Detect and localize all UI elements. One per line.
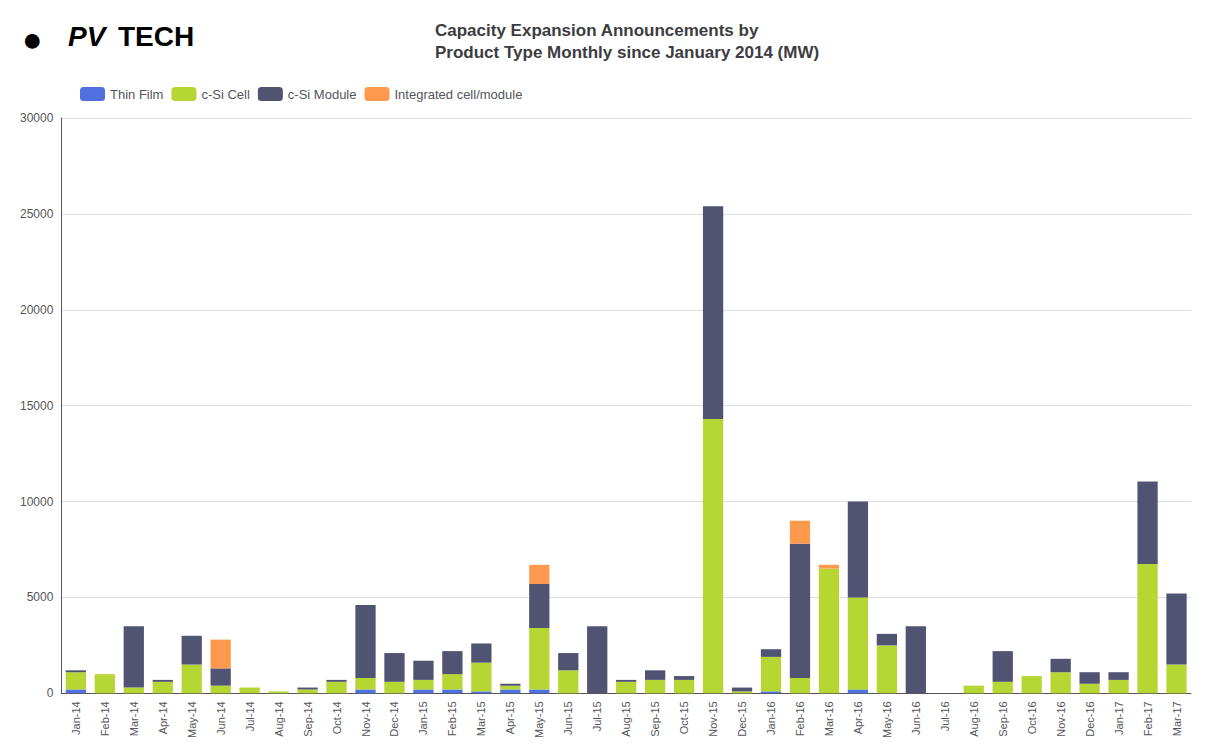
svg-text:Mar-15: Mar-15 (475, 701, 487, 736)
svg-text:PV: PV (68, 21, 108, 52)
svg-text:Dec-14: Dec-14 (388, 701, 400, 736)
svg-text:Nov-14: Nov-14 (360, 701, 372, 736)
svg-text:May-14: May-14 (186, 701, 198, 738)
svg-text:20000: 20000 (20, 303, 54, 317)
svg-text:Capacity Expansion Announcemen: Capacity Expansion Announcements by (435, 21, 759, 40)
svg-text:Sep-16: Sep-16 (997, 701, 1009, 736)
svg-text:Feb-16: Feb-16 (794, 701, 806, 736)
svg-text:10000: 10000 (20, 495, 54, 509)
svg-text:●: ● (22, 20, 43, 58)
svg-text:Jul-15: Jul-15 (591, 701, 603, 731)
svg-text:Dec-16: Dec-16 (1084, 701, 1096, 736)
svg-text:Feb-14: Feb-14 (99, 701, 111, 736)
svg-text:Oct-16: Oct-16 (1026, 701, 1038, 734)
svg-text:Apr-15: Apr-15 (504, 701, 516, 734)
svg-text:30000: 30000 (20, 111, 54, 125)
svg-text:Dec-15: Dec-15 (736, 701, 748, 736)
svg-text:TECH: TECH (118, 21, 194, 52)
svg-text:Apr-14: Apr-14 (157, 701, 169, 734)
svg-text:May-15: May-15 (533, 701, 545, 738)
svg-text:15000: 15000 (20, 399, 54, 413)
svg-text:Mar-16: Mar-16 (823, 701, 835, 736)
svg-text:Nov-15: Nov-15 (707, 701, 719, 736)
svg-text:Integrated cell/module: Integrated cell/module (394, 87, 522, 102)
svg-text:25000: 25000 (20, 207, 54, 221)
svg-text:Product Type Monthly since Jan: Product Type Monthly since January 2014 … (435, 43, 819, 62)
svg-text:Thin Film: Thin Film (110, 87, 163, 102)
svg-text:Jan-17: Jan-17 (1113, 701, 1125, 735)
svg-text:Aug-14: Aug-14 (273, 701, 285, 736)
svg-text:Jul-16: Jul-16 (939, 701, 951, 731)
svg-text:Oct-15: Oct-15 (678, 701, 690, 734)
svg-text:Jan-15: Jan-15 (417, 701, 429, 735)
svg-text:Jul-14: Jul-14 (244, 701, 256, 731)
svg-text:c-Si Cell: c-Si Cell (201, 87, 250, 102)
svg-text:Aug-15: Aug-15 (620, 701, 632, 736)
svg-text:5000: 5000 (27, 590, 54, 604)
svg-text:0: 0 (47, 686, 54, 700)
svg-text:Mar-14: Mar-14 (128, 701, 140, 736)
svg-text:Sep-14: Sep-14 (302, 701, 314, 736)
svg-text:Feb-15: Feb-15 (446, 701, 458, 736)
svg-text:Aug-16: Aug-16 (968, 701, 980, 736)
svg-text:Jun-15: Jun-15 (562, 701, 574, 735)
svg-text:Nov-16: Nov-16 (1055, 701, 1067, 736)
svg-text:Jan-16: Jan-16 (765, 701, 777, 735)
svg-text:May-16: May-16 (881, 701, 893, 738)
svg-text:Jan-14: Jan-14 (70, 701, 82, 735)
svg-text:Oct-14: Oct-14 (331, 701, 343, 734)
svg-text:Jun-16: Jun-16 (910, 701, 922, 735)
svg-text:c-Si Module: c-Si Module (288, 87, 357, 102)
svg-text:Sep-15: Sep-15 (649, 701, 661, 736)
svg-text:Mar-17: Mar-17 (1171, 701, 1183, 736)
svg-text:Feb-17: Feb-17 (1142, 701, 1154, 736)
svg-text:Apr-16: Apr-16 (852, 701, 864, 734)
svg-text:Jun-14: Jun-14 (215, 701, 227, 735)
